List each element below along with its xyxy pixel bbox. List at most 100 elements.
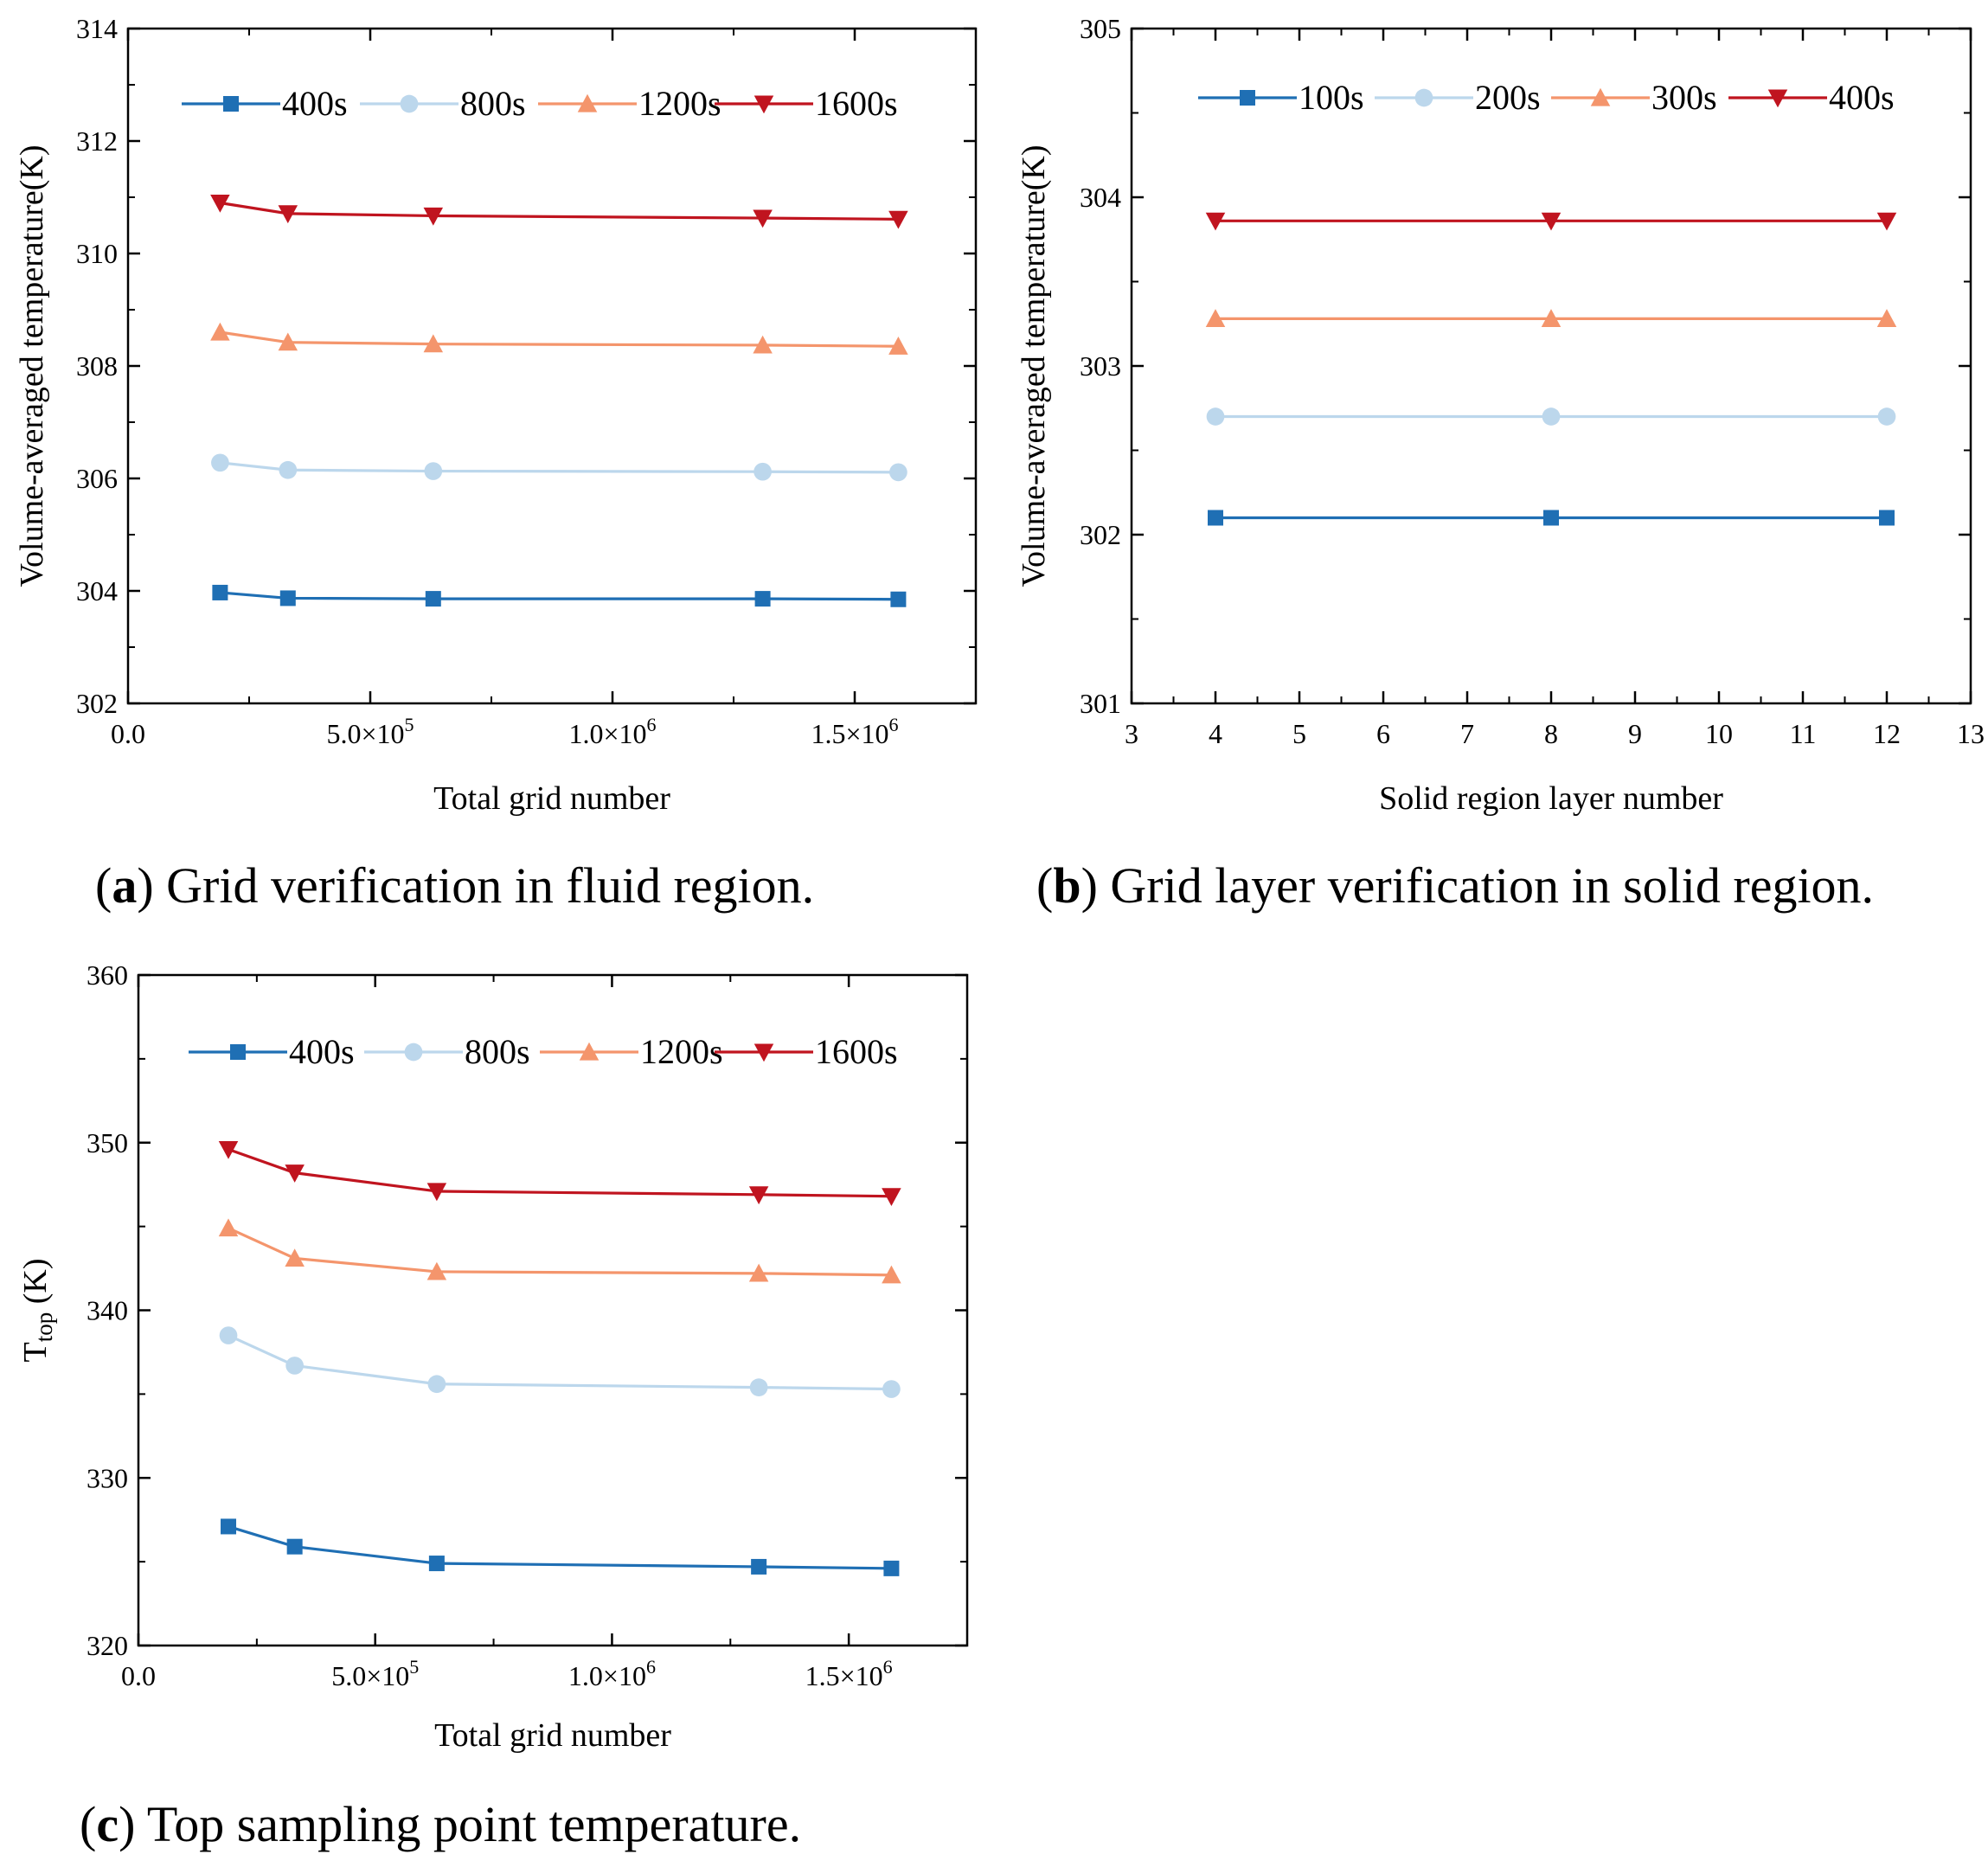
legend-entry-1600s: 1600s: [715, 84, 898, 123]
y-tick-label: 302: [76, 688, 118, 719]
data-point: [753, 209, 773, 228]
y-tick-label: 305: [1080, 13, 1121, 44]
x-tick-label: 8: [1544, 718, 1558, 749]
y-tick-label: 330: [87, 1462, 128, 1493]
data-point: [279, 590, 296, 606]
series-1200s: [210, 322, 908, 355]
data-point: [754, 591, 771, 607]
series-400s: [221, 1518, 900, 1576]
series-line: [220, 591, 899, 601]
data-point: [1542, 407, 1561, 426]
legend-entry-400s: 400s: [189, 1032, 355, 1071]
x-tick-label: 11: [1790, 718, 1817, 749]
series-line: [220, 201, 899, 221]
x-tick-label: 9: [1628, 718, 1642, 749]
caption-b: (b) Grid layer verification in solid reg…: [1036, 857, 1875, 914]
x-tick-label: 1.0×106: [568, 714, 656, 749]
series-line: [228, 1147, 892, 1198]
plot-frame: [1130, 27, 1972, 705]
legend-entry-300s: 300s: [1551, 78, 1717, 117]
data-point: [883, 1560, 900, 1576]
x-tick-label: 7: [1460, 718, 1474, 749]
y-axis-label: Volume-averaged temperature(K): [1016, 145, 1052, 587]
data-point: [888, 210, 908, 229]
x-axis-label: Total grid number: [433, 780, 670, 817]
data-point: [748, 1263, 769, 1282]
x-axis-label: Total grid number: [434, 1717, 671, 1754]
series-1200s: [218, 1218, 901, 1284]
legend-label: 100s: [1299, 78, 1364, 117]
y-tick-label: 310: [76, 238, 118, 269]
data-point: [882, 1380, 901, 1398]
x-tick-label: 5: [1292, 718, 1306, 749]
series-1600s: [210, 194, 908, 229]
data-point: [210, 194, 230, 213]
data-point: [1541, 212, 1562, 231]
y-tick-label: 306: [76, 463, 118, 494]
data-point: [219, 1326, 238, 1344]
data-point: [279, 460, 298, 479]
legend-marker: [400, 94, 419, 113]
data-point: [888, 337, 908, 355]
y-axis-label: Ttop (K): [17, 1259, 57, 1363]
legend-label: 400s: [282, 84, 348, 123]
legend-marker: [1590, 87, 1611, 106]
data-point: [210, 322, 230, 341]
data-point: [424, 462, 443, 480]
data-point: [427, 1375, 446, 1394]
caption-a-text: Grid verification in fluid region.: [166, 857, 815, 914]
plot-frame: [126, 27, 978, 705]
data-point: [286, 1538, 303, 1555]
series-800s: [219, 1326, 901, 1398]
data-point: [1541, 309, 1562, 327]
series-line: [228, 1334, 892, 1391]
data-point: [428, 1556, 445, 1572]
legend-marker: [754, 95, 774, 114]
data-point: [278, 332, 298, 351]
data-point: [212, 584, 228, 600]
series-300s: [1205, 309, 1897, 327]
x-tick-label: 12: [1873, 718, 1901, 749]
legend-entry-1200s: 1200s: [540, 1032, 723, 1071]
series-800s: [211, 453, 907, 482]
data-point: [1876, 309, 1897, 327]
legend-label: 1600s: [815, 84, 898, 123]
plot-frame: [137, 973, 969, 1647]
legend-label: 1600s: [815, 1032, 898, 1071]
data-point: [753, 335, 773, 354]
data-point: [278, 205, 298, 224]
legend-entry-200s: 200s: [1375, 78, 1541, 117]
legend-entry-100s: 100s: [1198, 78, 1364, 117]
chart-panel-b: 301 302 303 304 305 3 4 5 6 7 8 9 10 11 12 13 Solid regi…: [1016, 13, 1985, 817]
x-tick-label: 4: [1209, 718, 1222, 749]
data-point: [423, 334, 444, 353]
data-point: [285, 1357, 305, 1375]
x-tick-label: 0.0: [111, 718, 145, 749]
data-point: [426, 1261, 447, 1280]
data-point: [882, 1188, 901, 1206]
legend-label: 300s: [1651, 78, 1717, 117]
caption-a: (a) Grid verification in fluid region.: [95, 857, 815, 914]
legend-label: 400s: [1829, 78, 1895, 117]
data-point: [890, 591, 907, 607]
chart-panel-c: 320 330 340 350 360 0.0 5.0×105 1.0×106 1.5×106 T…: [17, 959, 969, 1754]
legend-marker: [579, 1042, 600, 1061]
data-point: [423, 207, 444, 226]
y-tick-label: 302: [1080, 519, 1121, 550]
data-point: [1206, 407, 1225, 426]
legend-label: 1200s: [638, 84, 721, 123]
legend-marker: [230, 1044, 246, 1060]
y-axis-label: Volume-averaged temperature(K): [14, 145, 50, 587]
legend-label: 200s: [1475, 78, 1541, 117]
series-line: [228, 1524, 892, 1570]
y-tick-label: 340: [87, 1295, 128, 1326]
x-tick-label: 1.0×106: [568, 1656, 656, 1691]
series-line: [220, 461, 899, 474]
series-100s: [1208, 510, 1895, 526]
y-tick-label: 303: [1080, 350, 1121, 382]
series-400s: [1205, 212, 1897, 231]
data-point: [425, 591, 441, 607]
legend-marker: [1240, 90, 1255, 106]
y-tick-label: 314: [76, 13, 118, 44]
